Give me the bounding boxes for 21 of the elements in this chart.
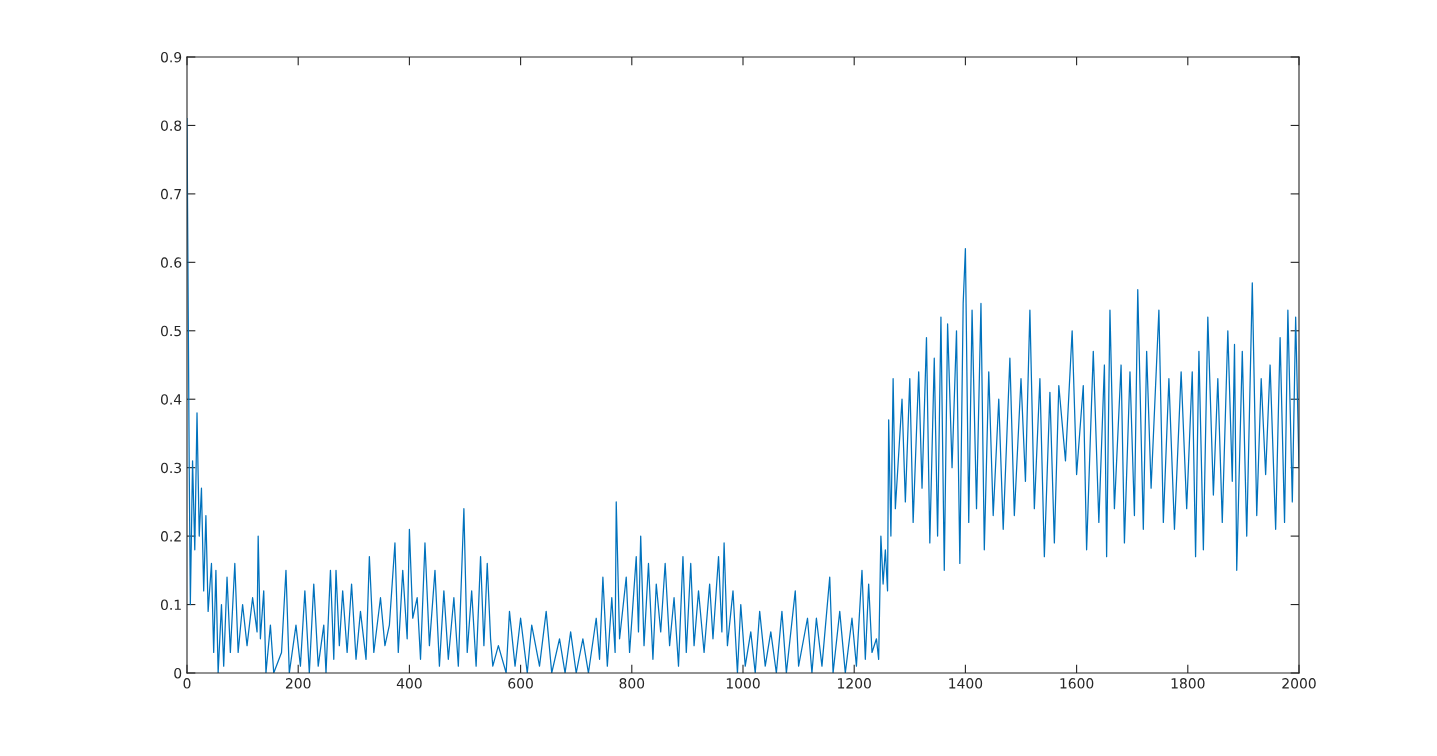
x-tick-label: 200 xyxy=(285,678,311,689)
y-tick-label: 0.9 xyxy=(160,51,182,63)
x-tick-label: 2000 xyxy=(1282,678,1316,689)
y-tick-label: 0.7 xyxy=(160,188,181,200)
y-tick-label: 0.4 xyxy=(160,394,182,405)
y-tick-label: 0.8 xyxy=(160,120,182,131)
x-tick-label: 1800 xyxy=(1171,678,1205,689)
y-tick-label: 0 xyxy=(174,667,182,679)
x-tick-label: 1400 xyxy=(949,678,983,689)
y-tick-label: 0.1 xyxy=(160,599,181,611)
y-tick-label: 0.5 xyxy=(160,325,181,337)
y-tick-label: 0.3 xyxy=(160,462,182,474)
x-tick-label: 0 xyxy=(183,678,191,689)
y-tick-label: 0.2 xyxy=(160,531,181,542)
x-tick-label: 600 xyxy=(508,678,533,689)
x-tick-label: 800 xyxy=(619,678,645,689)
x-tick-label: 1200 xyxy=(838,678,871,689)
x-tick-label: 1000 xyxy=(726,678,760,689)
y-tick-label: 0.6 xyxy=(160,257,182,268)
x-tick-label: 1600 xyxy=(1060,678,1094,689)
x-tick-label: 400 xyxy=(396,678,422,689)
